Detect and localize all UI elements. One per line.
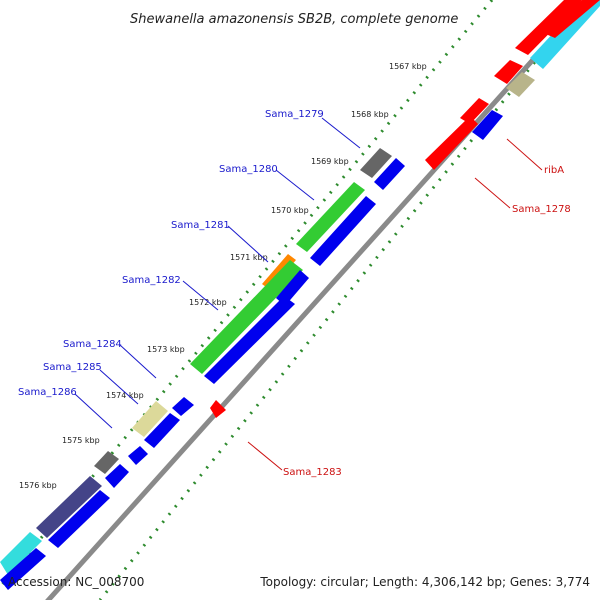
label-sama-1278[interactable]: Sama_1278 [512,204,571,215]
sama-1285-gene[interactable] [132,401,168,437]
genome-backbone [45,0,590,600]
riba-gene[interactable] [425,116,478,170]
gene-arrow[interactable] [36,476,102,538]
sama-1279-gene[interactable] [360,148,392,178]
tick-label: 1567 kbp [389,62,427,71]
label-riba[interactable]: ribA [544,165,564,176]
label-sama-1283[interactable]: Sama_1283 [283,467,342,478]
tick-label: 1570 kbp [271,206,309,215]
tick-label: 1576 kbp [19,481,57,490]
sama-1282-gene[interactable] [190,260,303,374]
leader-line [247,441,283,471]
leader-line [182,280,219,311]
label-sama-1282[interactable]: Sama_1282 [122,275,181,286]
gene-arrow[interactable] [0,532,42,575]
leader-line [227,225,269,263]
label-sama-1284[interactable]: Sama_1284 [63,339,122,350]
gene-arrow[interactable] [506,72,535,97]
genome-summary: Topology: circular; Length: 4,306,142 bp… [260,575,590,589]
gene-arrow[interactable] [128,446,148,465]
tick-labels: 1567 kbp 1568 kbp 1569 kbp 1570 kbp 1571… [19,62,427,490]
leader-line [321,117,361,149]
gene-arrow[interactable] [374,158,405,190]
accession-text: Accession: NC_008700 [8,575,145,589]
gene-arrow[interactable] [460,98,489,124]
gene-arrow[interactable] [310,196,376,266]
leader-line [474,177,511,209]
sama-1284-gene[interactable] [144,413,180,448]
gene-arrow[interactable] [472,110,503,140]
label-sama-1280[interactable]: Sama_1280 [219,164,278,175]
label-sama-1281[interactable]: Sama_1281 [171,220,230,231]
leader-line [74,393,113,429]
tick-label: 1572 kbp [189,298,227,307]
tick-label: 1574 kbp [106,391,144,400]
leader-lines-red [247,138,543,471]
label-sama-1279[interactable]: Sama_1279 [265,109,324,120]
tick-label: 1571 kbp [230,253,268,262]
leader-line [119,344,157,379]
leader-lines-blue [74,117,361,429]
gene-arrow[interactable] [48,490,110,548]
label-sama-1286[interactable]: Sama_1286 [18,387,77,398]
leader-line [506,138,543,171]
gene-arrow[interactable] [204,296,295,384]
tick-label: 1568 kbp [351,110,389,119]
tick-label: 1569 kbp [311,157,349,166]
gene-arrow[interactable] [172,397,194,416]
gene-arrow[interactable] [530,0,600,69]
leader-line [275,169,315,201]
gene-arrow[interactable] [105,464,129,488]
sama-1283-gene[interactable] [210,400,226,418]
tick-label: 1573 kbp [147,345,185,354]
sama-1286-gene[interactable] [94,451,119,474]
gene-arrow[interactable] [0,548,46,590]
gene-arrow[interactable] [541,0,600,38]
gene-arrow[interactable] [494,60,523,84]
sama-1280-gene[interactable] [296,182,365,252]
label-sama-1285[interactable]: Sama_1285 [43,362,102,373]
map-title: Shewanella amazonensis SB2B, complete ge… [130,12,458,27]
gene-labels: Sama_1279 Sama_1280 Sama_1281 Sama_1282 … [18,109,571,478]
leader-line [99,369,139,405]
tick-label: 1575 kbp [62,436,100,445]
